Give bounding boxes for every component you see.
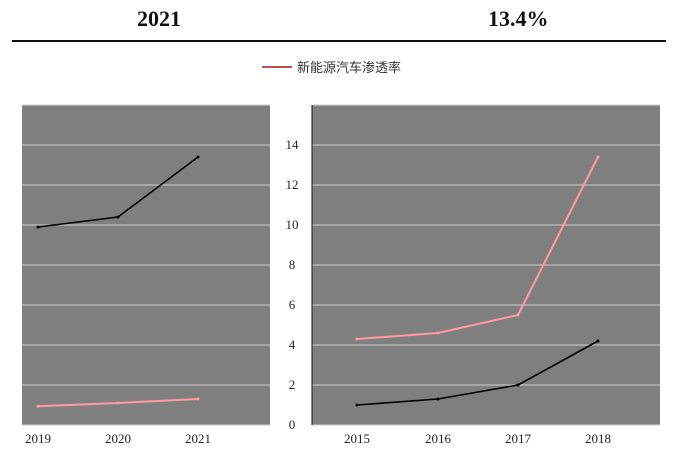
right-series-1-point: [596, 155, 600, 159]
right-series-line-2: [356, 340, 599, 406]
y-tick-label: 12: [286, 177, 299, 192]
right-x-tick-label: 2017: [505, 431, 532, 446]
y-tick-label: 14: [286, 137, 300, 152]
right-series-2-point: [596, 339, 600, 343]
header-year: 2021: [137, 6, 181, 31]
right-x-tick-label: 2016: [425, 431, 452, 446]
right-series-1-point: [516, 313, 520, 317]
left-series-2-point: [116, 215, 120, 219]
left-series-1-point: [196, 397, 200, 401]
y-tick-label: 4: [289, 337, 296, 352]
right-x-tick-label: 2018: [585, 431, 611, 446]
y-tick-label: 6: [289, 297, 296, 312]
right-series-2-point: [436, 397, 440, 401]
left-chart-panel: 2019 2020 2021: [22, 104, 270, 446]
right-series-1-point: [436, 331, 440, 335]
left-x-tick-label: 2021: [185, 431, 211, 446]
y-tick-label: 8: [289, 257, 296, 272]
left-x-tick-label: 2019: [25, 431, 51, 446]
right-series-2-point: [355, 403, 359, 407]
y-tick-label: 10: [286, 217, 299, 232]
header-rule: [12, 40, 666, 42]
right-series-2-point: [516, 383, 520, 387]
left-series-1-point: [36, 404, 40, 408]
left-series-2-point: [196, 155, 200, 159]
y-tick-label: 0: [289, 417, 296, 432]
right-x-tick-label: 2015: [344, 431, 370, 446]
right-series-line-1: [356, 156, 599, 340]
right-series-1-point: [355, 337, 359, 341]
left-x-tick-label: 2020: [105, 431, 131, 446]
y-tick-label: 2: [289, 377, 296, 392]
left-series-2-point: [36, 225, 40, 229]
header-value: 13.4%: [488, 6, 549, 31]
right-chart-panel: 2015 2016 2017 2018 0 2 4 6 8 10 12 14: [286, 104, 660, 446]
legend: 新能源汽车渗透率: [262, 60, 401, 76]
header: 2021 13.4%: [0, 0, 678, 44]
left-series-1-point: [116, 401, 120, 405]
legend-label: 新能源汽车渗透率: [297, 60, 401, 76]
